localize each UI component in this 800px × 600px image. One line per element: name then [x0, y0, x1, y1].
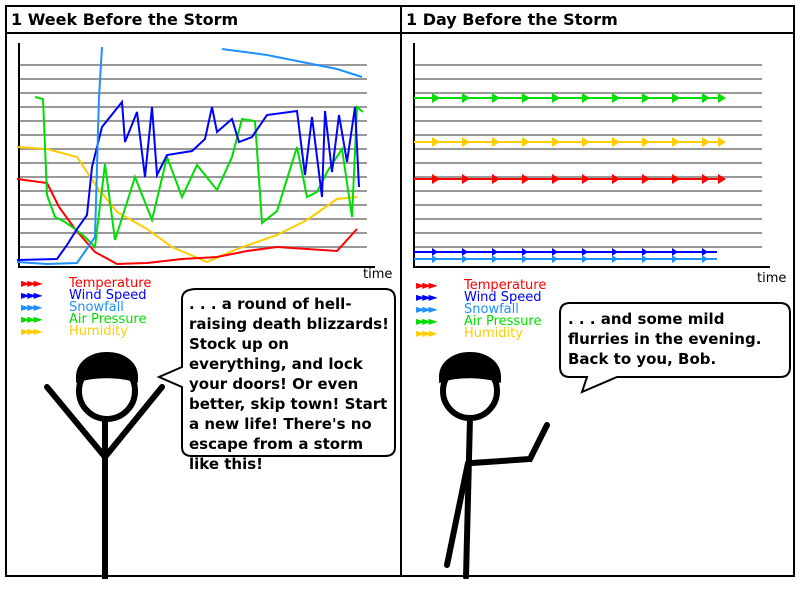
air-pressure-line	[34, 96, 364, 250]
speech-text: . . . a round of hell-raising death bliz…	[189, 295, 389, 473]
arrow-icon: ►►►	[416, 278, 438, 292]
stick-figure-forecaster	[438, 352, 550, 579]
legend-wind-speed: Wind Speed	[464, 290, 542, 305]
comic-panel-1: 1 Week Before the Storm	[5, 5, 402, 579]
speech-text: . . . and some mild flurries in the even…	[568, 310, 762, 368]
wind-speed-line	[16, 99, 360, 261]
arrow-icon: ►►►	[416, 326, 438, 340]
comic-panel-2: 1 Day Before the Storm	[400, 5, 795, 579]
snowfall-line	[16, 46, 103, 266]
legend-wind-speed: Wind Speed	[69, 288, 147, 303]
speech-bubble-shape	[156, 288, 396, 457]
chart-legend: ►►► Temperature ►►► Wind Speed ►►► Snowfall…	[416, 278, 547, 341]
arrow-icon: ►►►	[21, 276, 43, 290]
legend-humidity: Humidity	[69, 324, 128, 339]
arrow-icon: ►►►	[416, 290, 438, 304]
legend-temperature: Temperature	[464, 278, 547, 293]
speech-bubble-shape	[559, 302, 791, 394]
legend-air-pressure: Air Pressure	[69, 312, 147, 327]
arrow-icon: ►►►	[21, 300, 43, 314]
panel-title: 1 Day Before the Storm	[402, 7, 793, 34]
arrow-icon: ►►►	[21, 324, 43, 338]
legend-snowfall: Snowfall	[464, 302, 519, 317]
legend-snowfall: Snowfall	[69, 300, 124, 315]
arrow-icon: ►►►	[21, 312, 43, 326]
arrow-icon: ►►►	[416, 302, 438, 316]
legend-air-pressure: Air Pressure	[464, 314, 542, 329]
chart-legend: ►►► Temperature ►►► Wind Speed ►►► Snowfall…	[21, 276, 152, 339]
forecast-chart	[16, 43, 396, 579]
snowfall-line-upper	[221, 48, 363, 78]
x-axis-label: time	[363, 267, 393, 282]
forecast-chart	[413, 43, 791, 579]
arrow-icon: ►►►	[416, 314, 438, 328]
humidity-line	[16, 146, 358, 264]
panel-title: 1 Week Before the Storm	[7, 7, 400, 34]
temperature-line	[16, 178, 358, 266]
arrow-icon: ►►►	[21, 288, 43, 302]
x-axis-label: time	[757, 271, 787, 286]
stick-figure-forecaster	[44, 352, 165, 579]
legend-humidity: Humidity	[464, 326, 523, 341]
legend-temperature: Temperature	[69, 276, 152, 291]
